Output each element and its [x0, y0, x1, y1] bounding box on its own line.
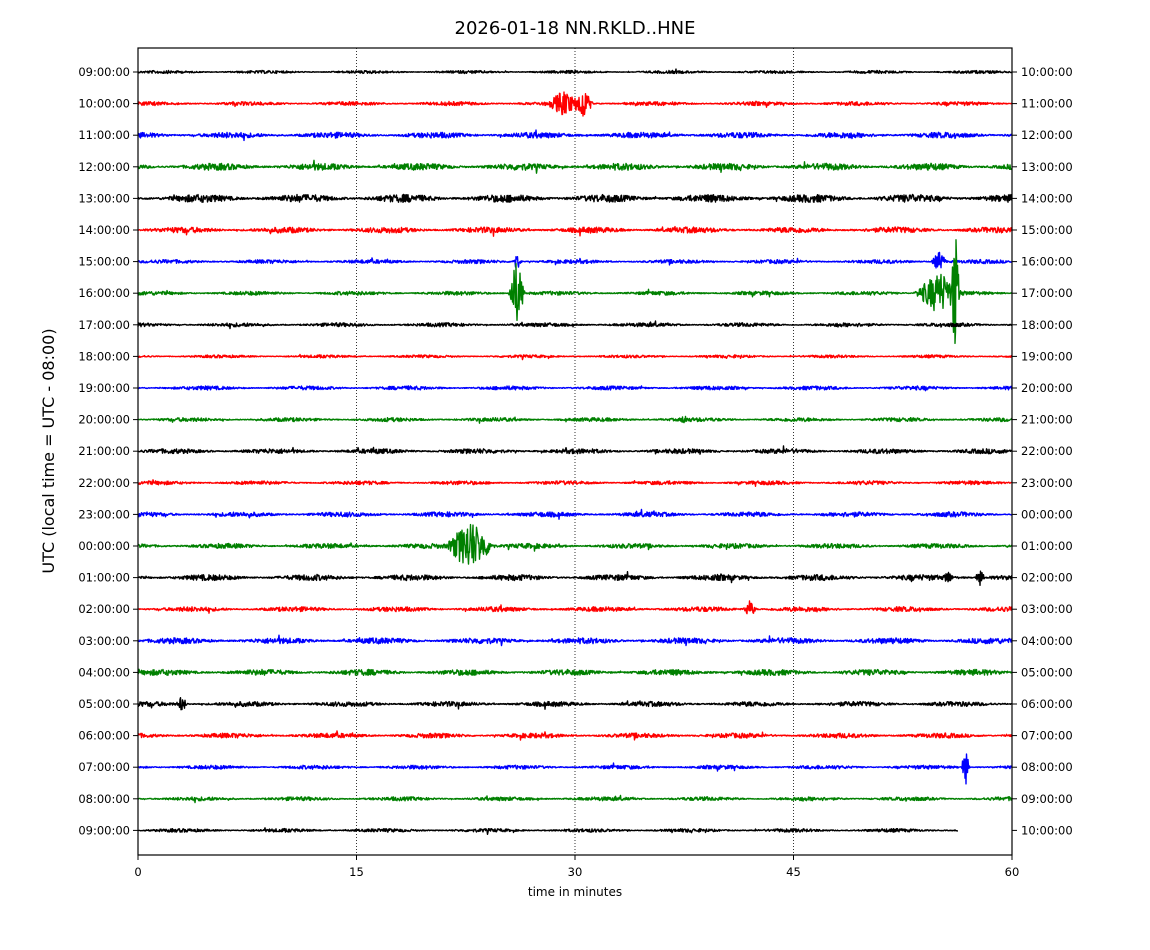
- trace-2: [137, 91, 1013, 117]
- left-tick-label: 07:00:00: [78, 760, 130, 774]
- right-tick-label: 13:00:00: [1021, 160, 1073, 174]
- trace-5: [137, 193, 1013, 203]
- trace-25: [137, 827, 959, 835]
- right-tick-label: 05:00:00: [1021, 665, 1073, 679]
- right-tick-label: 03:00:00: [1021, 602, 1073, 616]
- trace-8: [137, 239, 1013, 345]
- trace-7: [137, 251, 1013, 269]
- right-tick-label: 08:00:00: [1021, 760, 1073, 774]
- right-tick-label: 00:00:00: [1021, 507, 1073, 521]
- left-tick-label: 18:00:00: [78, 349, 130, 363]
- right-tick-label: 07:00:00: [1021, 729, 1073, 743]
- right-tick-label: 17:00:00: [1021, 286, 1073, 300]
- left-tick-label: 06:00:00: [78, 729, 130, 743]
- right-tick-label: 16:00:00: [1021, 255, 1073, 269]
- right-tick-label: 02:00:00: [1021, 571, 1073, 585]
- trace-23: [137, 753, 1013, 785]
- x-tick-label: 45: [786, 865, 801, 879]
- trace-16: [137, 523, 1013, 565]
- left-tick-label: 20:00:00: [78, 413, 130, 427]
- right-tick-label: 09:00:00: [1021, 792, 1073, 806]
- left-tick-label: 13:00:00: [78, 191, 130, 205]
- trace-3: [137, 129, 1013, 142]
- right-tick-label: 14:00:00: [1021, 191, 1073, 205]
- right-tick-label: 10:00:00: [1021, 65, 1073, 79]
- trace-1: [137, 68, 1013, 75]
- x-tick-label: 0: [134, 865, 141, 879]
- left-tick-label: 08:00:00: [78, 792, 130, 806]
- chart-title: 2026-01-18 NN.RKLD..HNE: [455, 18, 696, 39]
- right-tick-label: 15:00:00: [1021, 223, 1073, 237]
- axes: 09:00:00 10:00:00 11:00:00 12:00:00 13:00:00…: [78, 47, 1073, 879]
- trace-4: [137, 159, 1013, 174]
- x-axis-label: time in minutes: [528, 885, 622, 899]
- right-tick-label: 01:00:00: [1021, 539, 1073, 553]
- left-tick-label: 22:00:00: [78, 476, 130, 490]
- trace-22: [137, 730, 1013, 741]
- left-tick-label: 17:00:00: [78, 318, 130, 332]
- trace-10: [137, 353, 1013, 361]
- left-tick-label: 10:00:00: [78, 97, 130, 111]
- left-tick-label: 01:00:00: [78, 571, 130, 585]
- left-tick-label: 23:00:00: [78, 507, 130, 521]
- y-axis-label: UTC (local time = UTC - 08:00): [39, 328, 58, 573]
- left-tick-label: 12:00:00: [78, 160, 130, 174]
- right-tick-label: 10:00:00: [1021, 823, 1073, 837]
- right-tick-label: 18:00:00: [1021, 318, 1073, 332]
- left-tick-label: 03:00:00: [78, 634, 130, 648]
- trace-9: [137, 320, 1013, 330]
- right-tick-label: 20:00:00: [1021, 381, 1073, 395]
- right-tick-label: 12:00:00: [1021, 128, 1073, 142]
- trace-15: [137, 508, 1013, 520]
- right-tick-label: 04:00:00: [1021, 634, 1073, 648]
- left-tick-label: 15:00:00: [78, 255, 130, 269]
- x-tick-label: 15: [349, 865, 364, 879]
- left-tick-label: 00:00:00: [78, 539, 130, 553]
- left-tick-label: 11:00:00: [78, 128, 130, 142]
- trace-18: [137, 600, 1013, 615]
- trace-20: [137, 668, 1013, 676]
- right-tick-label: 22:00:00: [1021, 444, 1073, 458]
- x-tick-label: 30: [568, 865, 583, 879]
- x-tick-label: 60: [1005, 865, 1020, 879]
- trace-11: [137, 385, 1013, 392]
- left-tick-label: 19:00:00: [78, 381, 130, 395]
- left-tick-label: 05:00:00: [78, 697, 130, 711]
- trace-17: [137, 570, 1013, 586]
- left-tick-label: 09:00:00: [78, 65, 130, 79]
- left-tick-label: 16:00:00: [78, 286, 130, 300]
- right-tick-label: 19:00:00: [1021, 349, 1073, 363]
- trace-14: [137, 479, 1013, 487]
- trace-21: [137, 697, 1013, 711]
- trace-24: [137, 794, 1013, 804]
- right-tick-label: 23:00:00: [1021, 476, 1073, 490]
- left-tick-label: 02:00:00: [78, 602, 130, 616]
- left-tick-label: 14:00:00: [78, 223, 130, 237]
- trace-group: [137, 68, 1013, 835]
- trace-13: [137, 445, 1013, 455]
- left-tick-label: 09:00:00: [78, 823, 130, 837]
- trace-6: [137, 225, 1013, 237]
- right-tick-label: 11:00:00: [1021, 97, 1073, 111]
- trace-19: [137, 634, 1013, 647]
- trace-12: [137, 415, 1013, 424]
- left-tick-label: 21:00:00: [78, 444, 130, 458]
- vertical-grid: [356, 48, 794, 855]
- right-tick-label: 21:00:00: [1021, 413, 1073, 427]
- right-tick-label: 06:00:00: [1021, 697, 1073, 711]
- left-tick-label: 04:00:00: [78, 665, 130, 679]
